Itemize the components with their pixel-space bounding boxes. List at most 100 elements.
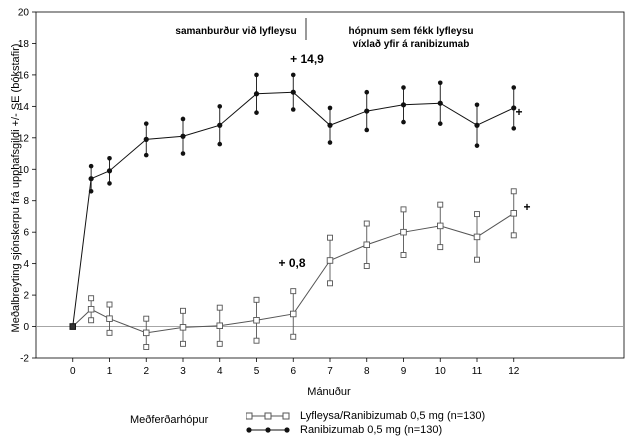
error-cap xyxy=(437,80,443,86)
y-tick-label: 0 xyxy=(23,322,29,333)
legend-label-ranibizumab: Ranibizumab 0,5 mg (n=130) xyxy=(300,424,443,436)
x-tick-label: 0 xyxy=(70,366,76,377)
series-square xyxy=(69,188,518,350)
data-point xyxy=(180,133,186,139)
annotation-lower-value: + 0,8 xyxy=(278,256,305,270)
data-point xyxy=(290,89,296,95)
x-tick-label: 12 xyxy=(508,366,520,377)
error-cap xyxy=(180,151,186,156)
y-tick-label: 8 xyxy=(23,196,29,207)
error-cap xyxy=(143,152,149,158)
data-point xyxy=(143,136,149,142)
data-point xyxy=(510,210,518,217)
error-cap xyxy=(510,188,517,195)
x-tick-label: 10 xyxy=(435,366,447,377)
y-tick-label: 18 xyxy=(18,39,30,50)
error-cap xyxy=(216,304,223,311)
x-tick-label: 4 xyxy=(217,366,223,377)
data-point xyxy=(473,233,481,241)
data-point xyxy=(400,228,407,236)
data-point xyxy=(511,105,517,111)
error-cap xyxy=(106,301,113,308)
error-cap xyxy=(363,263,370,269)
y-axis-label: Meðalbreyting sjónskerpu frá upphafsgild… xyxy=(10,44,22,333)
x-tick-label: 8 xyxy=(364,366,370,377)
error-cap xyxy=(290,72,296,78)
error-cap xyxy=(88,163,94,169)
x-tick-label: 11 xyxy=(472,366,483,377)
error-cap xyxy=(217,104,223,109)
error-cap xyxy=(143,344,150,350)
y-tick-label: 2 xyxy=(23,291,29,302)
error-cap xyxy=(400,252,407,258)
annotation-upper-value: + 14,9 xyxy=(290,52,324,66)
error-cap xyxy=(401,85,406,90)
error-cap xyxy=(364,89,370,95)
error-cap xyxy=(180,307,186,314)
error-cap xyxy=(88,317,95,324)
error-cap xyxy=(180,116,186,122)
legend-swatch-circle xyxy=(246,427,290,433)
x-tick-label: 9 xyxy=(401,366,407,377)
data-point xyxy=(142,329,150,337)
legend-swatch-square xyxy=(246,412,290,420)
error-cap xyxy=(106,329,113,336)
annotation-right-phase-line1: hópnum sem fékk lyfleysu xyxy=(348,26,473,37)
annotation-left-phase: samanburður við lyfleysu xyxy=(175,25,296,37)
error-cap xyxy=(437,244,444,251)
data-point xyxy=(327,122,333,128)
error-cap xyxy=(437,201,444,208)
error-cap xyxy=(253,296,260,303)
error-cap xyxy=(363,220,370,227)
series-line xyxy=(72,212,515,334)
data-point xyxy=(253,91,260,97)
error-cap xyxy=(253,337,260,344)
error-cap xyxy=(107,155,112,161)
error-cap xyxy=(511,126,517,131)
data-point xyxy=(106,315,113,322)
error-cap xyxy=(510,232,517,239)
error-cap xyxy=(216,340,223,347)
x-tick-label: 5 xyxy=(254,366,260,377)
error-cap xyxy=(107,181,112,186)
x-tick-label: 1 xyxy=(107,366,113,377)
data-point xyxy=(437,100,443,106)
annotation-lower-marker: + xyxy=(523,200,530,214)
y-tick-label: 12 xyxy=(18,133,30,144)
error-cap xyxy=(217,141,223,147)
plot-frame xyxy=(35,11,625,359)
error-cap xyxy=(327,140,333,145)
data-point xyxy=(363,241,371,249)
error-cap xyxy=(400,206,407,213)
legend-label-placebo: Lyfleysa/Ranibizumab 0,5 mg (n=130) xyxy=(300,410,486,422)
data-point xyxy=(400,102,407,108)
error-cap xyxy=(290,107,296,112)
error-cap xyxy=(474,256,480,263)
error-cap xyxy=(401,119,406,125)
error-cap xyxy=(327,280,333,287)
error-cap xyxy=(474,143,480,148)
y-tick-label: 4 xyxy=(23,259,29,270)
error-cap xyxy=(290,333,297,340)
data-point xyxy=(216,322,223,330)
error-cap xyxy=(143,315,150,322)
error-cap xyxy=(511,85,517,90)
series-circle xyxy=(69,72,517,330)
annotation-right-phase-line2: víxlað yfir á ranibizumab xyxy=(353,38,470,50)
data-point xyxy=(326,257,334,264)
x-tick-label: 2 xyxy=(143,366,149,377)
error-cap xyxy=(254,72,259,78)
error-cap xyxy=(474,102,480,108)
y-tick-label: 16 xyxy=(18,70,30,81)
x-tick-label: 6 xyxy=(290,366,296,377)
error-cap xyxy=(290,288,297,295)
data-point xyxy=(88,176,94,182)
data-point xyxy=(217,122,223,128)
error-cap xyxy=(364,127,370,133)
data-point xyxy=(253,317,260,324)
error-cap xyxy=(474,211,480,218)
data-point xyxy=(474,122,480,128)
x-axis-label: Mánuður xyxy=(307,386,351,398)
y-tick-label: 10 xyxy=(18,165,30,176)
